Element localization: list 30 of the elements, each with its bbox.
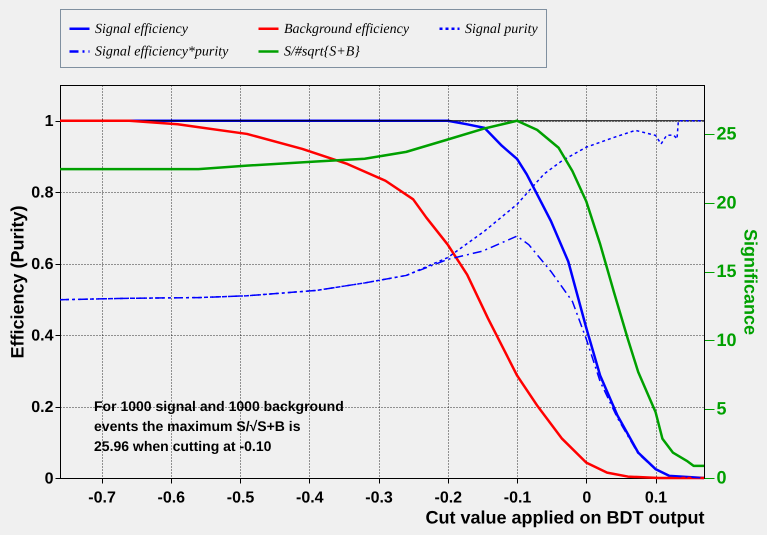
y-tick-label: 0.8 — [31, 184, 54, 202]
x-tick-label: -0.6 — [158, 490, 186, 506]
x-axis-title: Cut value applied on BDT output — [426, 508, 705, 528]
y2-tick-label: 0 — [716, 468, 727, 488]
y2-tick-label: 25 — [716, 123, 737, 144]
y-tick-label: 0 — [44, 470, 54, 488]
annotation: For 1000 signal and 1000 background events the maximum S/√S+B is 25.96 when cutting at -0.10 — [94, 398, 344, 454]
x-tick-label: -0.7 — [88, 490, 116, 506]
y2-tick-label: 20 — [716, 192, 737, 212]
y-tick-label: 0.2 — [31, 399, 54, 416]
y-tick-label: 0.6 — [31, 256, 54, 274]
legend-label: Signal purity — [465, 22, 539, 37]
y2-axis-title: Significance — [740, 228, 761, 336]
legend-label: Signal efficiency*purity — [95, 44, 230, 60]
y-tick-label: 0.4 — [31, 328, 54, 345]
x-tick-label: 0.1 — [644, 490, 668, 506]
x-tick-label: -0.1 — [504, 490, 532, 506]
legend-label: S/#sqrt{S+B} — [284, 44, 360, 60]
legend-label: Background efficiency — [284, 22, 410, 37]
x-tick-label: 0 — [582, 490, 592, 506]
y2-tick-label: 15 — [716, 261, 737, 282]
x-tick-label: -0.3 — [365, 490, 393, 506]
x-tick-label: -0.4 — [296, 490, 324, 506]
y2-tick-label: 10 — [716, 330, 737, 350]
legend-label: Signal efficiency — [95, 22, 189, 37]
y-tick-label: 1 — [44, 113, 54, 130]
y2-tick-label: 5 — [716, 398, 727, 419]
x-tick-label: -0.2 — [434, 490, 462, 506]
y-axis-title: Efficiency (Purity) — [7, 205, 28, 359]
x-tick-label: -0.5 — [226, 490, 254, 506]
